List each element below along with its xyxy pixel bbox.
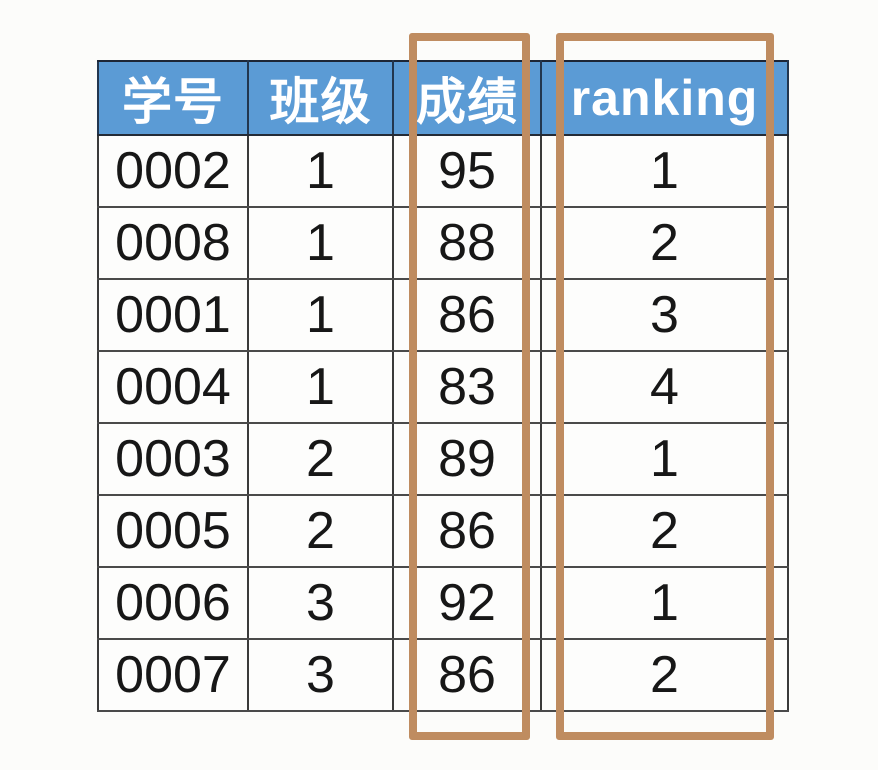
cell-ranking[interactable]: 2 [540,638,789,712]
cell-class[interactable]: 1 [247,278,394,352]
table-row: 0007 3 86 2 [97,638,789,712]
cell-score[interactable]: 86 [392,494,542,568]
header-row: 学号 班级 成绩 ranking [97,60,789,136]
cell-student-id[interactable]: 0001 [97,278,249,352]
cell-student-id[interactable]: 0004 [97,350,249,424]
cell-ranking[interactable]: 4 [540,350,789,424]
cell-class[interactable]: 1 [247,350,394,424]
cell-class[interactable]: 2 [247,494,394,568]
col-header-score[interactable]: 成绩 [392,60,542,136]
score-ranking-table: 学号 班级 成绩 ranking 0002 1 95 1 0008 1 88 2… [97,60,789,712]
cell-ranking[interactable]: 1 [540,566,789,640]
table-row: 0006 3 92 1 [97,566,789,640]
table-row: 0001 1 86 3 [97,278,789,352]
cell-student-id[interactable]: 0003 [97,422,249,496]
cell-class[interactable]: 3 [247,638,394,712]
cell-ranking[interactable]: 2 [540,494,789,568]
table-row: 0005 2 86 2 [97,494,789,568]
col-header-class[interactable]: 班级 [247,60,394,136]
cell-score[interactable]: 86 [392,638,542,712]
cell-ranking[interactable]: 1 [540,422,789,496]
cell-class[interactable]: 3 [247,566,394,640]
cell-class[interactable]: 1 [247,206,394,280]
cell-student-id[interactable]: 0007 [97,638,249,712]
table-row: 0002 1 95 1 [97,134,789,208]
cell-score[interactable]: 89 [392,422,542,496]
col-header-student-id[interactable]: 学号 [97,60,249,136]
cell-score[interactable]: 86 [392,278,542,352]
cell-score[interactable]: 83 [392,350,542,424]
table-row: 0004 1 83 4 [97,350,789,424]
table-row: 0008 1 88 2 [97,206,789,280]
cell-ranking[interactable]: 1 [540,134,789,208]
cell-class[interactable]: 1 [247,134,394,208]
cell-score[interactable]: 95 [392,134,542,208]
cell-score[interactable]: 92 [392,566,542,640]
col-header-ranking[interactable]: ranking [540,60,789,136]
cell-student-id[interactable]: 0006 [97,566,249,640]
cell-ranking[interactable]: 3 [540,278,789,352]
cell-student-id[interactable]: 0002 [97,134,249,208]
cell-class[interactable]: 2 [247,422,394,496]
cell-score[interactable]: 88 [392,206,542,280]
cell-student-id[interactable]: 0005 [97,494,249,568]
table-row: 0003 2 89 1 [97,422,789,496]
cell-student-id[interactable]: 0008 [97,206,249,280]
cell-ranking[interactable]: 2 [540,206,789,280]
